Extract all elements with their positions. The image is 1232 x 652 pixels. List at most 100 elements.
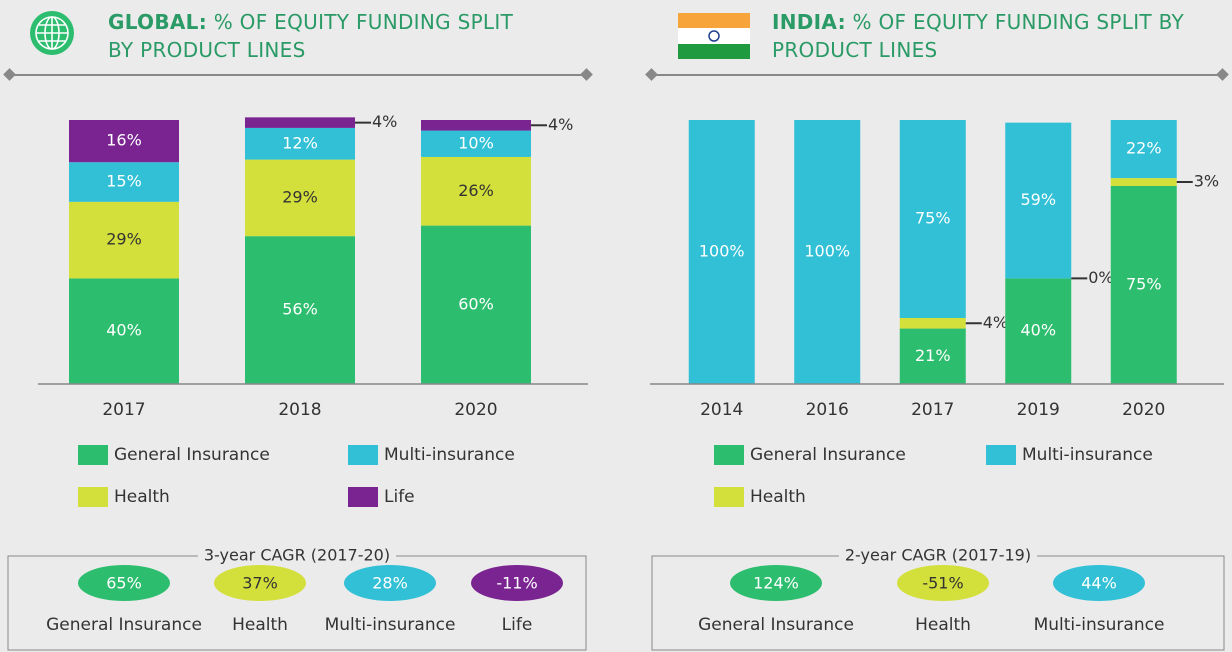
- legend-swatch: [714, 445, 744, 465]
- cagr-label: General Insurance: [698, 615, 854, 635]
- cagr-label: Multi-insurance: [325, 615, 456, 635]
- data-label: 4%: [548, 115, 573, 134]
- bar-segment: [899, 318, 966, 329]
- title-bold: INDIA:: [772, 10, 846, 34]
- cagr-label: General Insurance: [46, 615, 202, 635]
- cagr-value: -51%: [922, 574, 963, 593]
- legend-label: Multi-insurance: [1022, 445, 1153, 465]
- bar-segment: [1110, 186, 1177, 384]
- data-label: 26%: [458, 181, 494, 200]
- x-tick-label: 2020: [454, 400, 497, 420]
- bar-segment: [1005, 122, 1072, 279]
- legend-swatch: [714, 487, 744, 507]
- bar-segment: [899, 120, 966, 318]
- title-text: % OF EQUITY FUNDING SPLIT BY PRODUCT LIN…: [108, 10, 514, 62]
- data-label: 100%: [804, 242, 850, 261]
- data-label: 75%: [1126, 275, 1162, 294]
- globe-icon: [30, 11, 74, 55]
- legend-swatch: [78, 487, 108, 507]
- data-label: 22%: [1126, 139, 1162, 158]
- x-tick-label: 2018: [278, 400, 321, 420]
- cagr-pill: [471, 565, 563, 601]
- data-label: 4%: [372, 112, 397, 131]
- flag-icon: [678, 13, 750, 59]
- cagr-label: Life: [502, 615, 533, 635]
- cagr-value: 124%: [753, 574, 799, 593]
- data-label: 29%: [106, 230, 142, 249]
- x-tick-label: 2019: [1017, 400, 1060, 420]
- cagr-value: 37%: [242, 574, 278, 593]
- bar-segment: [69, 278, 179, 384]
- bar-segment: [69, 201, 179, 279]
- cagr-label: Health: [232, 615, 288, 635]
- bar-segment: [1005, 278, 1072, 384]
- data-label: 40%: [1020, 321, 1056, 340]
- title-rule: [3, 68, 1229, 81]
- data-label: 21%: [915, 346, 951, 365]
- legend-swatch: [78, 445, 108, 465]
- data-label: 60%: [458, 294, 494, 313]
- x-tick-label: 2020: [1122, 400, 1165, 420]
- chart-title: GLOBAL: % OF EQUITY FUNDING SPLIT BY PRO…: [108, 8, 528, 64]
- bar-segment: [688, 120, 755, 384]
- data-label: 12%: [282, 133, 318, 152]
- cagr-pill: [78, 565, 170, 601]
- data-label: 16%: [106, 131, 142, 150]
- data-label: 15%: [106, 172, 142, 191]
- bar-segment: [245, 117, 355, 128]
- bar-segment: [1110, 178, 1177, 186]
- legend-label: General Insurance: [114, 445, 270, 465]
- x-tick-label: 2014: [700, 400, 743, 420]
- bar-segment: [421, 120, 531, 131]
- cagr-title: 2-year CAGR (2017-19): [845, 546, 1031, 565]
- chart-title: INDIA: % OF EQUITY FUNDING SPLIT BY PROD…: [772, 8, 1192, 64]
- bar-segment: [69, 120, 179, 163]
- bar-segment: [421, 225, 531, 384]
- data-label: 0%: [1088, 268, 1113, 287]
- x-tick-label: 2017: [911, 400, 954, 420]
- title-bold: GLOBAL:: [108, 10, 208, 34]
- title-text: % OF EQUITY FUNDING SPLIT BY PRODUCT LIN…: [772, 10, 1185, 62]
- bar-segment: [69, 162, 179, 202]
- bar-segment: [899, 328, 966, 384]
- legend-label: General Insurance: [750, 445, 906, 465]
- data-label: 56%: [282, 300, 318, 319]
- legend-label: Health: [750, 487, 806, 507]
- bar-segment: [1110, 120, 1177, 179]
- bar-segment: [421, 130, 531, 157]
- cagr-value: -11%: [496, 574, 537, 593]
- data-label: 59%: [1020, 190, 1056, 209]
- bar-segment: [421, 156, 531, 226]
- cagr-value: 28%: [372, 574, 408, 593]
- bar-segment: [245, 159, 355, 237]
- data-label: 4%: [983, 313, 1008, 332]
- cagr-pill: [730, 565, 822, 601]
- legend-label: Health: [114, 487, 170, 507]
- x-tick-label: 2017: [102, 400, 145, 420]
- cagr-title-bg: [838, 545, 1038, 567]
- cagr-value: 65%: [106, 574, 142, 593]
- cagr-value: 44%: [1081, 574, 1117, 593]
- cagr-pill: [344, 565, 436, 601]
- data-label: 10%: [458, 133, 494, 152]
- cagr-pill: [214, 565, 306, 601]
- data-label: 29%: [282, 187, 318, 206]
- legend-swatch: [348, 445, 378, 465]
- cagr-pill: [897, 565, 989, 601]
- data-label: 75%: [915, 209, 951, 228]
- cagr-label: Multi-insurance: [1034, 615, 1165, 635]
- data-label: 100%: [699, 242, 745, 261]
- cagr-pill: [1053, 565, 1145, 601]
- bar-segment: [245, 236, 355, 384]
- cagr-title: 3-year CAGR (2017-20): [204, 546, 390, 565]
- bar-segment: [794, 120, 861, 384]
- legend-swatch: [348, 487, 378, 507]
- data-label: 40%: [106, 321, 142, 340]
- data-label: 3%: [1194, 172, 1219, 191]
- legend-label: Multi-insurance: [384, 445, 515, 465]
- cagr-label: Health: [915, 615, 971, 635]
- cagr-title-bg: [197, 545, 397, 567]
- legend-swatch: [986, 445, 1016, 465]
